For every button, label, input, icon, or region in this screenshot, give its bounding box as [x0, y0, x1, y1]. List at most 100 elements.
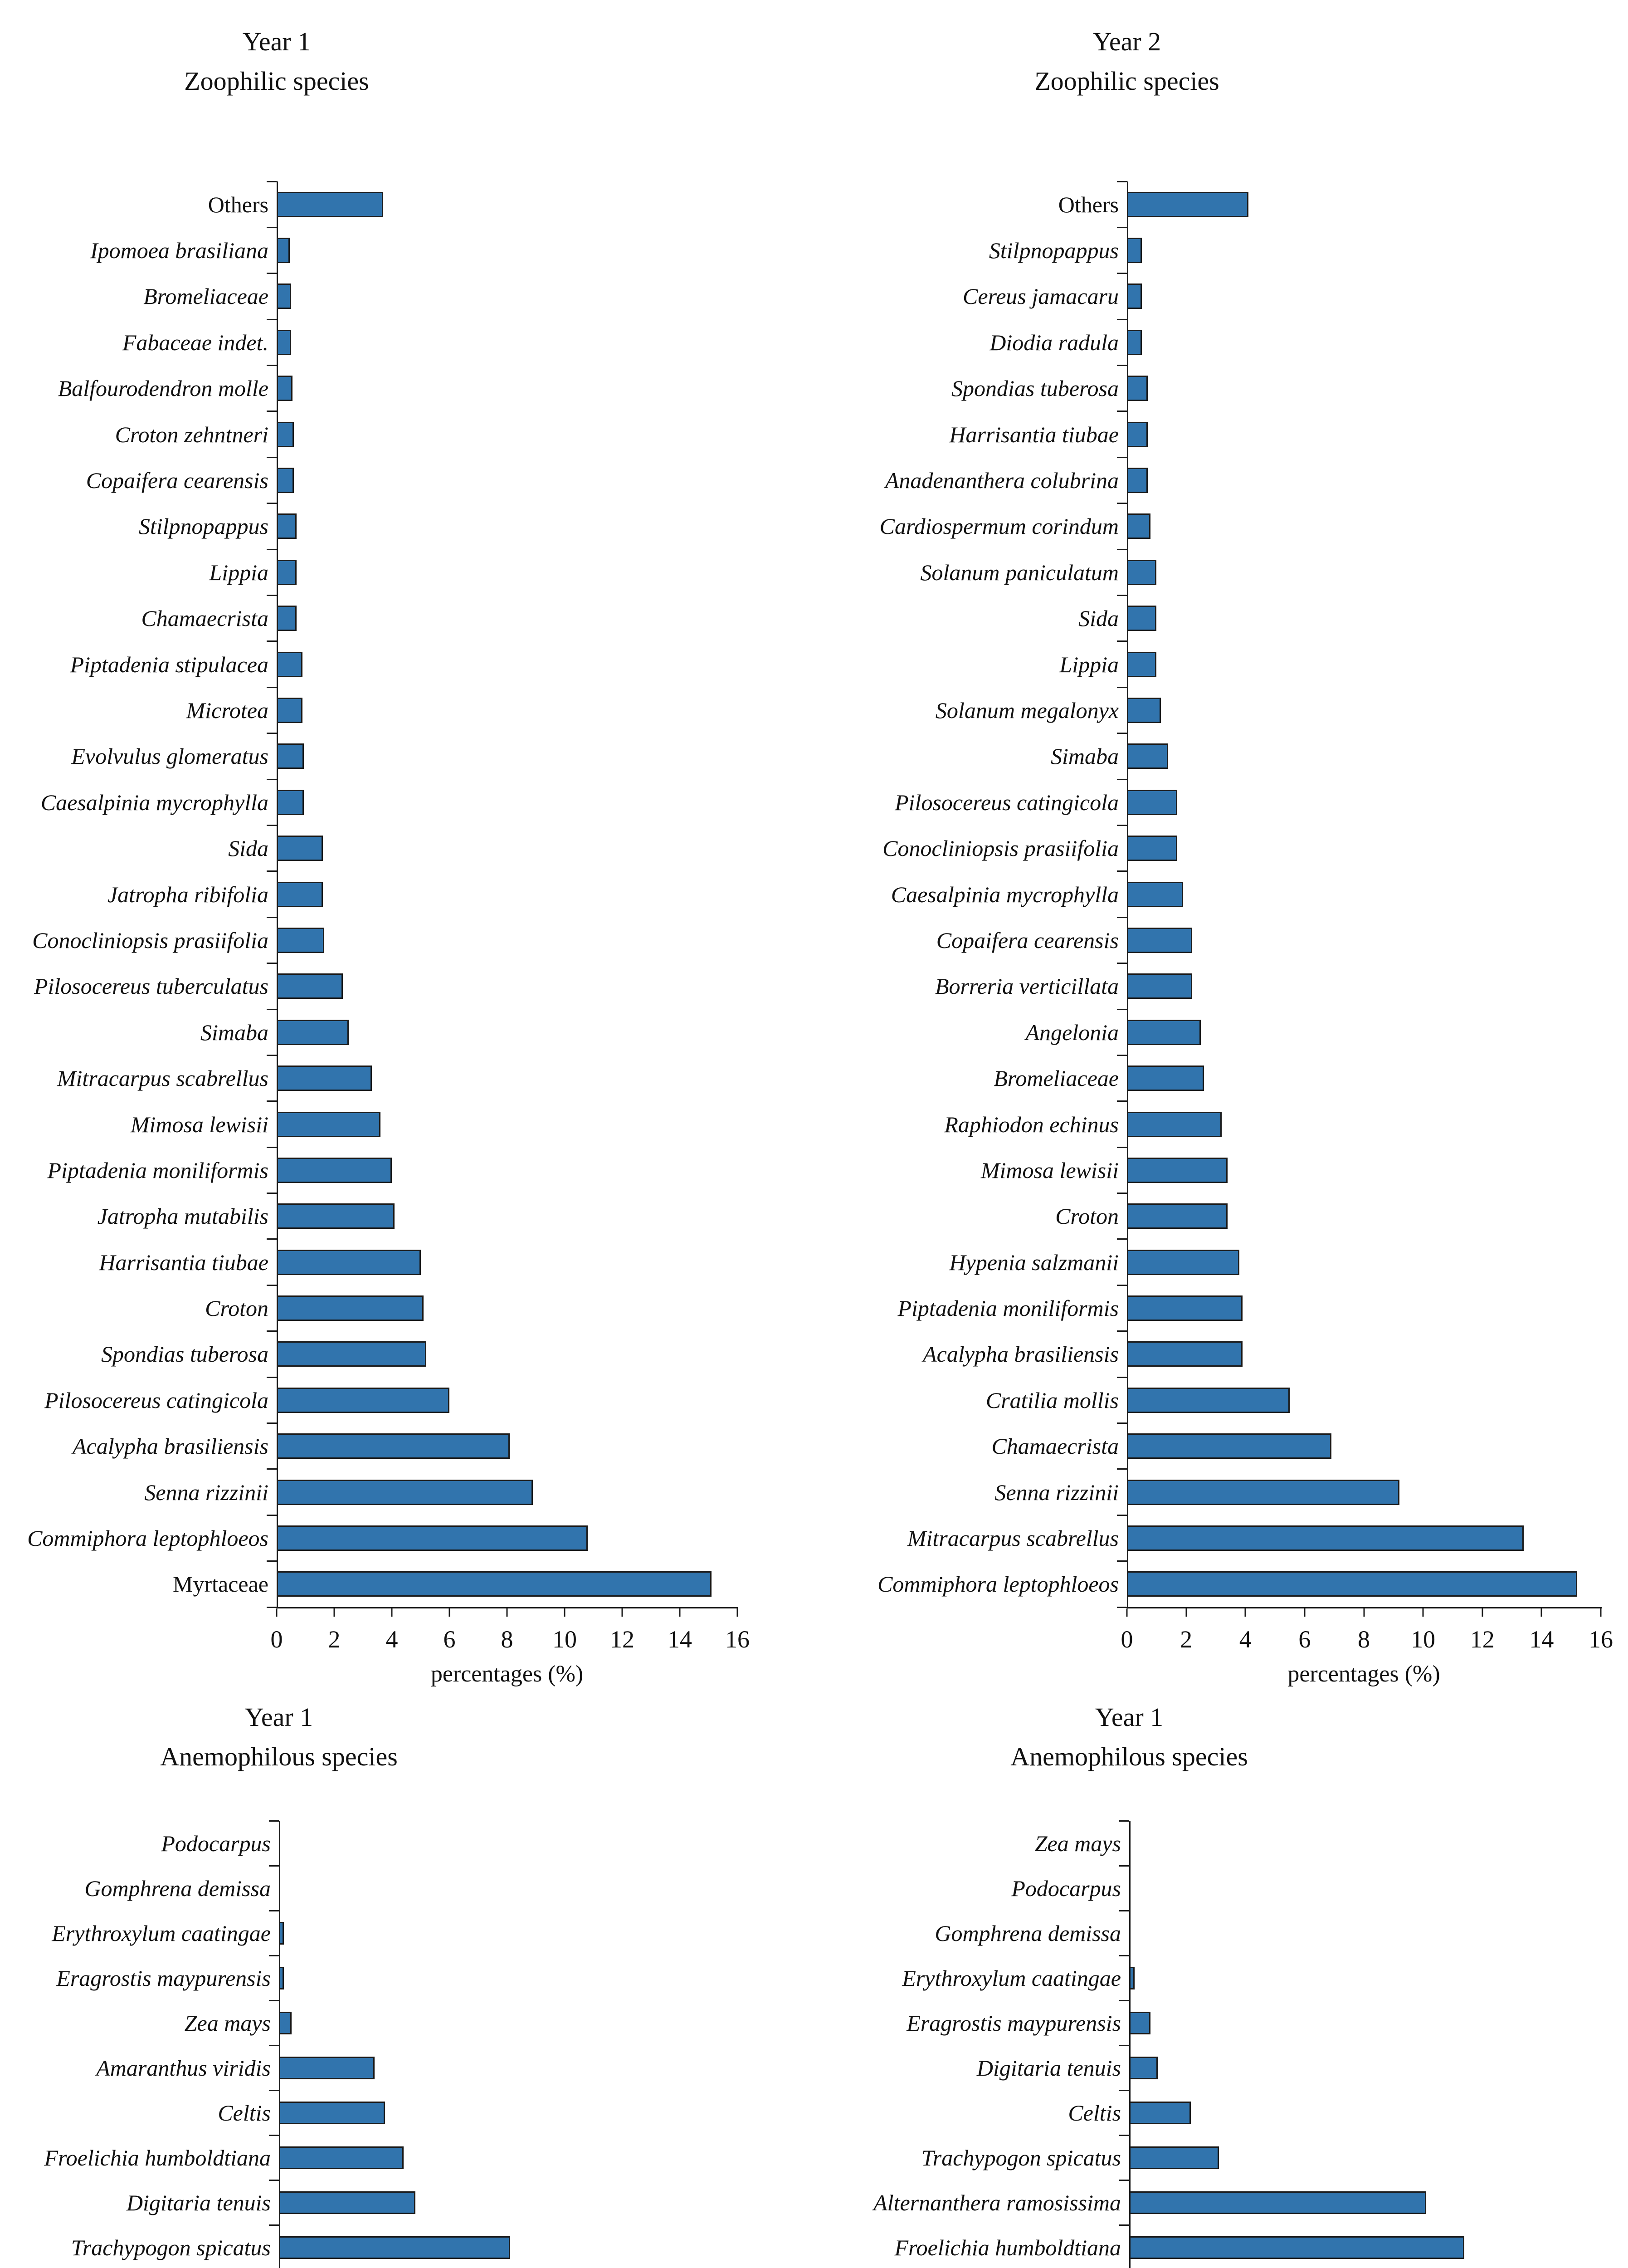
category-label: Bromeliaceae: [143, 284, 268, 309]
bar-row: Simaba: [0, 1008, 814, 1055]
x-tick-label: 6: [1298, 1626, 1311, 1653]
category-label: Piptadenia moniliformis: [47, 1157, 269, 1183]
category-label: Senna rizzinii: [144, 1479, 268, 1505]
bar: [277, 513, 297, 539]
bar: [277, 284, 291, 309]
y-axis: [279, 1821, 280, 2268]
bar: [1127, 1111, 1222, 1137]
bar: [1129, 2056, 1158, 2079]
category-label: Copaifera cearensis: [936, 927, 1119, 953]
x-tick: [448, 1608, 450, 1617]
x-tick-label: 16: [725, 1626, 750, 1653]
x-tick-label: 12: [610, 1626, 634, 1653]
bar-row: Gomphrena demissa: [0, 1865, 814, 1911]
x-tick: [679, 1608, 681, 1617]
title-group: Zoophilic species: [184, 66, 369, 96]
category-label: Piptadenia moniliformis: [897, 1295, 1119, 1321]
bar-row: Trachypogon spicatus: [0, 2224, 814, 2268]
category-label: Bromeliaceae: [994, 1066, 1119, 1091]
category-label: Jatropha ribifolia: [107, 881, 268, 907]
bar: [279, 2011, 292, 2034]
bar-row: Hypenia salzmanii: [814, 1238, 1628, 1285]
bar: [277, 1111, 380, 1137]
bar: [1127, 468, 1148, 494]
bar-row: Trachypogon spicatus: [814, 2134, 1628, 2180]
bar: [1127, 1019, 1201, 1045]
bar-row: Cardiospermum corindum: [814, 503, 1628, 549]
bar-row: Chamaecrista: [814, 1422, 1628, 1469]
bar-row: Spondias tuberosa: [0, 1330, 814, 1377]
bar-row: Microtea: [0, 686, 814, 733]
bar-row: Croton: [0, 1284, 814, 1331]
title-year: Year 2: [1092, 27, 1161, 56]
bar: [277, 1019, 349, 1045]
category-label: Trachypogon spicatus: [71, 2234, 271, 2260]
chart-title: Year 1 Anemophilous species: [814, 1697, 1444, 1776]
bar-row: Acalypha brasiliensis: [0, 1422, 814, 1469]
bar-row: Croton: [814, 1193, 1628, 1239]
bar-row: Amaranthus viridis: [0, 2044, 814, 2090]
x-tick: [333, 1608, 335, 1617]
bar: [277, 927, 324, 953]
category-label: Cratilia mollis: [985, 1387, 1119, 1413]
bar: [279, 2236, 510, 2259]
bar-row: Mimosa lewisii: [814, 1146, 1628, 1193]
bar: [277, 1066, 372, 1091]
bar-row: Celtis: [0, 2089, 814, 2135]
bar-row: Erythroxylum caatingae: [814, 1955, 1628, 2000]
bar-row: Diodia radula: [814, 318, 1628, 365]
bar-row: Copaifera cearensis: [0, 456, 814, 503]
category-label: Commiphora leptophloeos: [27, 1525, 268, 1551]
bar-row: Digitaria tenuis: [814, 2044, 1628, 2090]
bar-row: Digitaria tenuis: [0, 2179, 814, 2225]
category-label: Microtea: [186, 697, 268, 723]
bar-row: Podocarpus: [0, 1820, 814, 1866]
bar: [279, 2056, 375, 2079]
bar-row: Pilosocereus catingicola: [814, 778, 1628, 825]
category-label: Cardiospermum corindum: [879, 513, 1119, 539]
title-year: Year 1: [242, 27, 311, 56]
bar: [277, 973, 343, 999]
category-label: Others: [208, 191, 268, 217]
bar-row: Anadenanthera colubrina: [814, 456, 1628, 503]
bar: [1127, 376, 1148, 401]
bar: [1127, 1341, 1243, 1367]
category-label: Simaba: [200, 1019, 268, 1045]
bar-row: Piptadenia stipulacea: [0, 640, 814, 687]
bar: [277, 1341, 427, 1367]
y-axis: [1129, 1821, 1131, 2268]
bar-row: Others: [814, 181, 1628, 227]
category-label: Mimosa lewisii: [980, 1157, 1119, 1183]
x-tick: [1304, 1608, 1306, 1617]
title-group: Zoophilic species: [1034, 66, 1219, 96]
bar-row: Sida: [0, 824, 814, 871]
bar: [1127, 513, 1151, 539]
category-label: Croton: [205, 1295, 268, 1321]
bar-row: Myrtaceae: [0, 1560, 814, 1607]
bar-row: Stilpnopappus: [0, 503, 814, 549]
bar: [279, 2101, 385, 2124]
bar-row: Jatropha ribifolia: [0, 870, 814, 917]
category-label: Solanum megalonyx: [935, 697, 1119, 723]
bar-row: Zea mays: [814, 1820, 1628, 1866]
bar-row: Eragrostis maypurensis: [0, 1955, 814, 2000]
bar: [1127, 1295, 1243, 1321]
chart-year2-anemophilous: Year 1 Anemophilous species Zea mays Podo…: [814, 1678, 1628, 2268]
bar-row: Ipomoea brasiliana: [0, 226, 814, 273]
category-label: Harrisantia tiubae: [99, 1249, 268, 1275]
bar-row: Cratilia mollis: [814, 1376, 1628, 1423]
category-label: Myrtaceae: [173, 1571, 268, 1597]
bar: [1127, 191, 1248, 217]
bar: [279, 2146, 404, 2169]
bar-row: Zea mays: [0, 1999, 814, 2045]
bar: [1127, 559, 1157, 585]
bar: [277, 743, 304, 769]
x-tick: [1422, 1608, 1424, 1617]
bar: [277, 329, 291, 355]
bar: [1127, 1525, 1524, 1551]
x-tick: [1244, 1608, 1246, 1617]
bar: [1127, 836, 1178, 861]
category-label: Harrisantia tiubae: [949, 421, 1119, 447]
category-label: Amaranthus viridis: [96, 2055, 271, 2081]
bar-row: Piptadenia moniliformis: [0, 1146, 814, 1193]
